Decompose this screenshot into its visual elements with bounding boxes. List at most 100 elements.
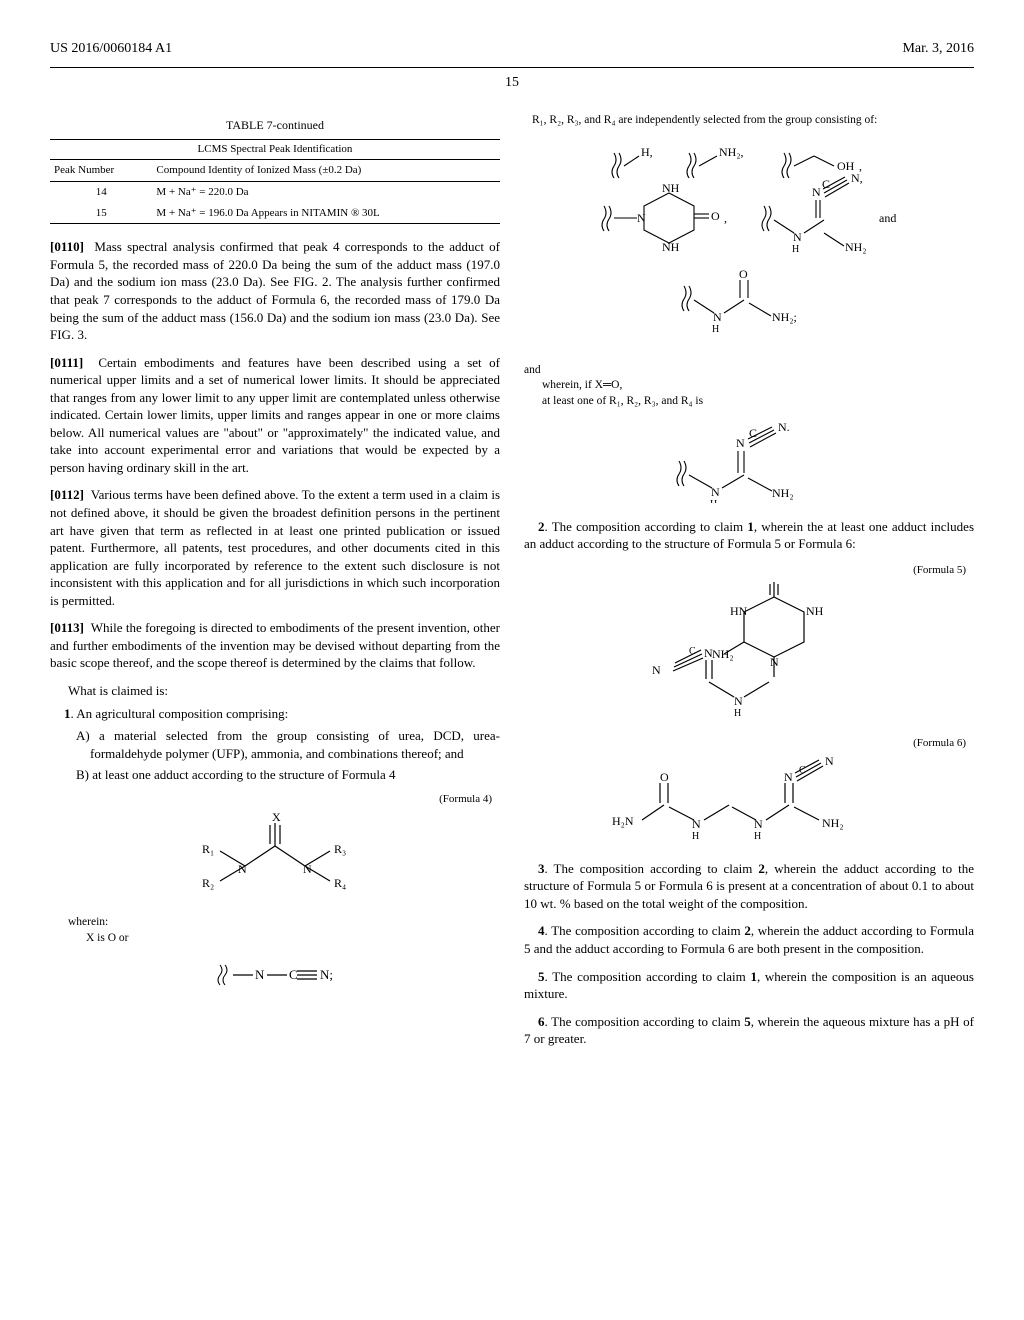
svg-text:C: C	[689, 646, 696, 657]
claim-1: 1. An agricultural composition comprisin…	[78, 705, 500, 723]
doc-number: US 2016/0060184 A1	[50, 40, 172, 59]
table-row: 15 M + Na⁺ = 196.0 Da Appears in NITAMIN…	[50, 203, 500, 224]
r-groups-intro: R₁, R₂, R₃, and R₄ are independently sel…	[532, 113, 974, 129]
svg-text:N: N	[652, 663, 661, 677]
svg-text:NH₂,: NH₂,	[719, 145, 744, 159]
svg-text:NH₂;: NH₂;	[772, 310, 797, 324]
svg-text:N: N	[303, 862, 312, 876]
svg-text:N: N	[713, 310, 722, 324]
svg-text:H: H	[710, 499, 717, 503]
svg-text:N: N	[711, 485, 720, 499]
para-0111: [0111] Certain embodiments and features …	[50, 354, 500, 477]
table7-col2: Compound Identity of Ionized Mass (±0.2 …	[152, 160, 500, 181]
svg-text:N: N	[736, 436, 745, 450]
svg-text:H: H	[712, 324, 719, 335]
table-cell: M + Na⁺ = 220.0 Da	[152, 181, 500, 202]
formula6-structure: H₂N O NH NH N C N NH₂	[524, 755, 974, 850]
left-column: TABLE 7-continued LCMS Spectral Peak Ide…	[50, 113, 500, 1058]
header-divider	[50, 67, 974, 68]
table7-title: TABLE 7-continued	[50, 117, 500, 133]
formula5-label: (Formula 5)	[524, 563, 966, 578]
svg-text:NH: NH	[806, 604, 824, 618]
svg-text:O: O	[660, 770, 669, 784]
atleast-label: at least one of R₁, R₂, R₃, and R₄ is	[542, 394, 974, 410]
para-0110: [0110] Mass spectral analysis confirmed …	[50, 238, 500, 343]
svg-text:NH₂: NH₂	[822, 816, 844, 830]
svg-text:C: C	[749, 426, 757, 440]
svg-text:H: H	[754, 831, 761, 842]
table-cell: 15	[50, 203, 152, 224]
r-groups-svg: H, NH₂, OH, N NH NH O, NH N C N, NH₂ and…	[589, 138, 909, 348]
svg-text:H₂N: H₂N	[612, 814, 634, 828]
table-row: 14 M + Na⁺ = 220.0 Da	[50, 181, 500, 202]
svg-text:N: N	[637, 211, 646, 225]
required-r-structure: NH N C N. NH₂	[524, 413, 974, 508]
x-is-label: X is O or	[86, 931, 500, 947]
claim-5: 5. The composition according to claim 1,…	[524, 968, 974, 1003]
claim-2: 2. The composition according to claim 1,…	[524, 518, 974, 553]
svg-text:N: N	[812, 185, 821, 199]
formula4-svg: X N N R₁ R₂ R₃ R₄	[190, 811, 360, 901]
svg-text:N,: N,	[851, 171, 863, 185]
svg-text:N: N	[784, 770, 793, 784]
svg-text:O: O	[771, 582, 780, 583]
svg-text:H: H	[792, 244, 799, 255]
svg-text:O: O	[711, 209, 720, 223]
svg-text:H: H	[692, 831, 699, 842]
claim-4: 4. The composition according to claim 2,…	[524, 922, 974, 957]
page-number: 15	[50, 74, 974, 93]
svg-text:NH₂: NH₂	[712, 647, 734, 661]
svg-text:N: N	[692, 817, 701, 831]
claim-text: . The composition according to claim 1, …	[524, 519, 974, 552]
svg-text:N: N	[255, 967, 265, 982]
svg-text:N.: N.	[778, 420, 790, 434]
para-text: Various terms have been defined above. T…	[50, 487, 500, 607]
table7: Peak Number Compound Identity of Ionized…	[50, 160, 500, 225]
svg-text:R₃: R₃	[334, 842, 346, 856]
para-text: While the foregoing is directed to embod…	[50, 620, 500, 670]
page-header: US 2016/0060184 A1 Mar. 3, 2016	[50, 40, 974, 59]
svg-text:N;: N;	[320, 967, 333, 982]
wherein-label: wherein:	[68, 915, 500, 931]
table-cell: 14	[50, 181, 152, 202]
table7-caption: LCMS Spectral Peak Identification	[50, 139, 500, 160]
svg-text:,: ,	[724, 211, 727, 225]
ncn-fragment: N C N;	[50, 950, 500, 1005]
formula5-svg: O HN NH N NH₂ NH N C N	[634, 582, 864, 722]
svg-text:NH: NH	[662, 240, 680, 254]
table7-col1: Peak Number	[50, 160, 152, 181]
svg-text:N: N	[770, 655, 779, 669]
claim-text: . An agricultural composition comprising…	[71, 706, 289, 721]
r-group-options: H, NH₂, OH, N NH NH O, NH N C N, NH₂ and…	[524, 138, 974, 353]
claims-intro: What is claimed is:	[68, 682, 500, 700]
svg-text:C: C	[799, 765, 806, 776]
svg-text:R₄: R₄	[334, 876, 346, 890]
formula5-structure: O HN NH N NH₂ NH N C N	[524, 582, 974, 727]
formula4-structure: X N N R₁ R₂ R₃ R₄	[50, 811, 500, 906]
svg-text:R₁: R₁	[202, 842, 214, 856]
para-number: [0113]	[50, 620, 84, 635]
svg-text:N: N	[238, 862, 247, 876]
claim-text: . The composition according to claim 1, …	[524, 969, 974, 1002]
claim-1a: A) a material selected from the group co…	[90, 727, 500, 762]
svg-text:C: C	[822, 177, 830, 191]
ncn-svg: N C N;	[205, 950, 345, 1000]
formula6-label: (Formula 6)	[524, 736, 966, 751]
claim-text: . The composition according to claim 5, …	[524, 1014, 974, 1047]
svg-text:HN: HN	[730, 604, 748, 618]
svg-text:R₂: R₂	[202, 876, 214, 890]
claim-6: 6. The composition according to claim 5,…	[524, 1013, 974, 1048]
svg-text:X: X	[272, 811, 281, 824]
two-column-layout: TABLE 7-continued LCMS Spectral Peak Ide…	[50, 113, 974, 1058]
para-0112: [0112] Various terms have been defined a…	[50, 486, 500, 609]
para-number: [0110]	[50, 239, 84, 254]
svg-text:O: O	[739, 267, 748, 281]
svg-text:N: N	[734, 694, 743, 708]
svg-text:H: H	[734, 708, 741, 719]
claim-text: . The composition according to claim 2, …	[524, 861, 974, 911]
svg-text:N: N	[793, 230, 802, 244]
svg-text:N: N	[704, 646, 713, 660]
svg-text:NH₂: NH₂	[772, 486, 794, 500]
svg-text:NH: NH	[662, 181, 680, 195]
para-number: [0112]	[50, 487, 84, 502]
